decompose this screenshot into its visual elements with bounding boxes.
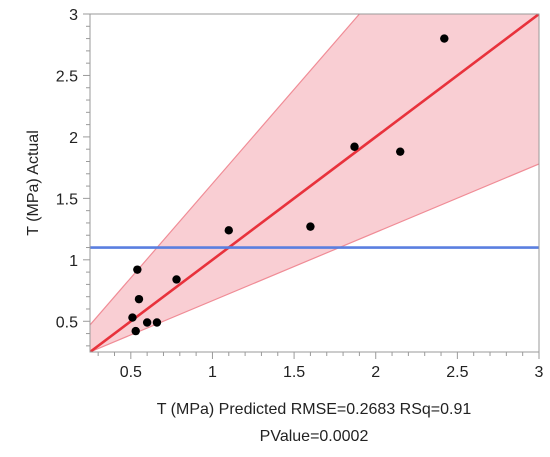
fit-line: [90, 14, 539, 352]
x-tick-label: 0.5: [120, 364, 142, 381]
y-tick-label: 3: [69, 7, 78, 24]
x-tick-label: 1: [208, 364, 217, 381]
data-point: [224, 226, 233, 235]
plot-area: [90, 14, 539, 352]
data-point: [152, 318, 162, 327]
data-point: [133, 265, 142, 274]
x-axis: 0.5 1 1.5 2 2.5 3: [97, 352, 544, 381]
data-points: [128, 34, 449, 336]
confidence-band-lower-edge: [90, 163, 539, 352]
data-point: [131, 326, 140, 336]
y-axis: 0.5 1 1.5 2 2.5 3: [56, 7, 90, 347]
x-tick-label: 2.5: [446, 364, 468, 381]
x-axis-title: T (MPa) Predicted RMSE=0.2683 RSq=0.91: [157, 401, 472, 418]
y-tick-label: 1.5: [56, 191, 78, 208]
y-tick-label: 2.5: [56, 68, 78, 85]
data-point: [172, 275, 181, 284]
data-point: [440, 34, 449, 43]
data-point: [306, 222, 315, 231]
y-tick-label: 0.5: [56, 314, 78, 331]
data-point: [134, 294, 144, 304]
x-tick-label: 1.5: [283, 364, 305, 381]
data-point: [350, 142, 359, 151]
y-axis-title: T (MPa) Actual: [25, 130, 42, 236]
x-tick-label: 3: [535, 364, 544, 381]
data-point: [142, 318, 152, 327]
data-point: [128, 313, 137, 322]
y-tick-label: 1: [69, 253, 78, 270]
data-point: [396, 147, 405, 156]
confidence-band-upper-edge: [90, 14, 360, 326]
x-axis-title-line-2: PValue=0.0002: [260, 428, 369, 445]
plot-frame: [89, 13, 540, 353]
x-tick-label: 2: [371, 364, 380, 381]
y-tick-label: 2: [69, 130, 78, 147]
